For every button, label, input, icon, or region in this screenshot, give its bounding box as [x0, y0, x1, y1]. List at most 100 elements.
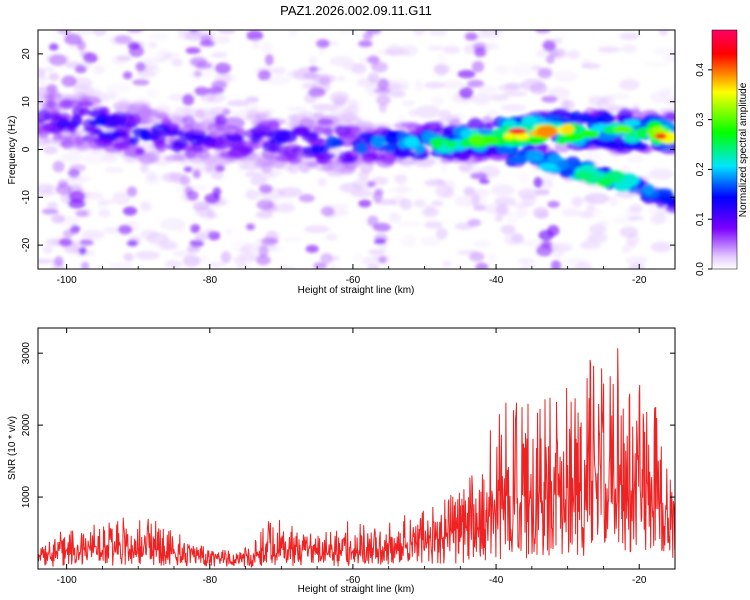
heatmap-cell — [399, 198, 413, 210]
heatmap-cell — [388, 212, 401, 223]
heatmap-cell — [172, 139, 189, 148]
heatmap-cell — [466, 79, 485, 88]
heatmap-cell — [250, 132, 261, 144]
heatmap-cell — [164, 54, 173, 61]
heatmap-cell — [445, 140, 458, 149]
heatmap-cell — [385, 84, 410, 90]
y-tick-label: -10 — [21, 190, 32, 205]
heatmap-cell — [378, 255, 388, 264]
heatmap-cell — [643, 183, 655, 196]
heatmap-cell — [545, 54, 555, 64]
heatmap-cell — [428, 30, 448, 36]
heatmap-cell — [241, 243, 259, 255]
snr-series-line — [38, 348, 675, 569]
heatmap-cell — [138, 154, 160, 164]
heatmap-cell — [433, 63, 451, 75]
heatmap-cell — [367, 72, 380, 83]
heatmap-cell — [326, 170, 345, 177]
heatmap-cells — [38, 30, 675, 269]
heatmap-cell — [42, 245, 53, 254]
heatmap-cell — [654, 133, 667, 140]
heatmap-cell — [101, 91, 116, 101]
snr-y-label: SNR (10 * v/v) — [7, 416, 18, 480]
heatmap-cell — [628, 263, 645, 269]
heatmap-cell — [373, 222, 391, 232]
heatmap-cell — [194, 233, 209, 241]
heatmap-cell — [587, 233, 608, 242]
heatmap-cell — [516, 205, 528, 219]
heatmap-cell — [283, 236, 303, 243]
heatmap-cell — [332, 96, 347, 106]
heatmap-cell — [60, 139, 74, 150]
heatmap-cell — [490, 94, 509, 102]
heatmap-cell — [46, 99, 57, 109]
heatmap-cell — [220, 251, 232, 264]
heatmap-cell — [258, 245, 269, 257]
heatmap-cell — [64, 174, 85, 187]
heatmap-cell — [192, 143, 204, 153]
heatmap-cell — [415, 105, 441, 119]
heatmap-cell — [239, 145, 254, 156]
heatmap-cell — [535, 189, 550, 196]
heatmap-cell — [494, 65, 510, 75]
heatmap-cell — [257, 69, 271, 81]
heatmap-cell — [589, 224, 607, 235]
heatmap-cell — [136, 70, 157, 79]
heatmap-cell — [94, 116, 106, 124]
heatmap-cell — [164, 154, 184, 162]
heatmap-cell — [92, 30, 107, 37]
x-tick-label: -80 — [203, 275, 218, 286]
heatmap-cell — [510, 63, 535, 77]
heatmap-cell — [373, 87, 392, 94]
heatmap-cell — [420, 236, 441, 246]
y-tick-label: -20 — [21, 237, 32, 252]
heatmap-cell — [56, 183, 72, 195]
heatmap-cell — [441, 80, 465, 90]
heatmap-cell — [250, 176, 267, 186]
heatmap-cell — [76, 30, 93, 36]
heatmap-cell — [626, 154, 644, 163]
heatmap-cell — [473, 47, 487, 57]
heatmap-cell — [74, 136, 85, 146]
heatmap-cell — [122, 71, 133, 80]
heatmap-cell — [473, 204, 486, 211]
heatmap-cell — [374, 238, 387, 245]
heatmap-cell — [64, 33, 82, 46]
heatmap-cell — [287, 162, 300, 174]
heatmap-cell — [52, 133, 64, 141]
heatmap-cell — [319, 75, 331, 86]
heatmap-cell — [298, 194, 315, 203]
heatmap-cell — [619, 226, 639, 238]
heatmap-cell — [56, 119, 73, 129]
heatmap-cell — [45, 93, 56, 101]
heatmap-cell — [371, 61, 388, 73]
x-tick-label: -60 — [346, 575, 361, 586]
heatmap-cell — [183, 166, 193, 173]
heatmap-cell — [233, 255, 246, 265]
heatmap-cell — [537, 67, 553, 79]
colorbar: 0.0 0.1 0.2 0.3 0.4 Normalized spectral ampl… — [695, 29, 749, 276]
heatmap-cell — [288, 30, 298, 37]
snr-panel: -100 -80 -60 -40 -20 1000 2000 3000 Height of … — [7, 327, 676, 595]
heatmap-cell — [579, 211, 594, 219]
heatmap-cell — [596, 177, 614, 188]
heatmap-cell — [185, 47, 201, 55]
heatmap-cell — [161, 117, 173, 126]
heatmap-cell — [471, 193, 480, 206]
heatmap-cell — [347, 125, 361, 135]
snr-x-label: Height of straight line (km) — [298, 584, 415, 595]
heatmap-cell — [377, 78, 389, 91]
heatmap-cell — [122, 206, 138, 216]
heatmap-cell — [287, 156, 302, 165]
heatmap-cell — [530, 82, 548, 95]
heatmap-cell — [519, 264, 533, 269]
heatmap-cell — [574, 171, 595, 181]
heatmap-cell — [314, 152, 336, 160]
heatmap-cell — [80, 261, 90, 269]
heatmap-cell — [362, 32, 373, 41]
heatmap-cell — [79, 239, 94, 246]
heatmap-cell — [412, 30, 426, 36]
heatmap-cell — [114, 35, 133, 44]
heatmap-cell — [312, 126, 325, 134]
heatmap-cell — [217, 30, 236, 34]
